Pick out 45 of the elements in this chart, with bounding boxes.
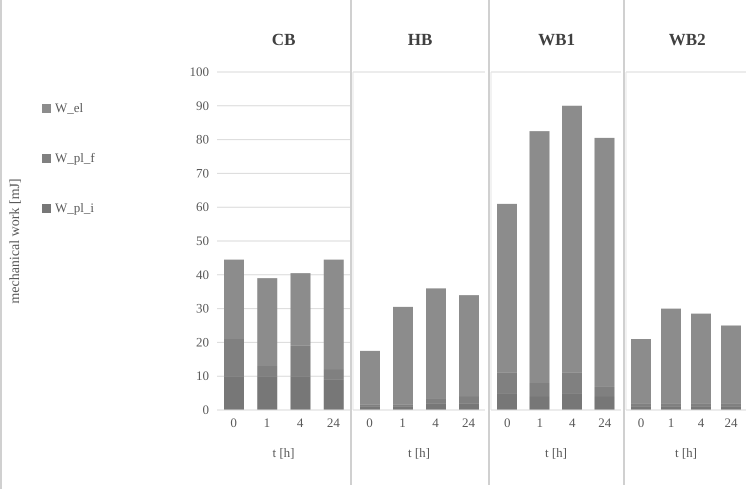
x-axis-title: t [h]	[272, 445, 295, 460]
x-tick-label: 0	[230, 415, 237, 430]
x-tick-label: 0	[366, 415, 373, 430]
bar	[661, 308, 682, 404]
bar	[721, 326, 742, 404]
bar	[360, 350, 380, 405]
y-tick-label: 90	[196, 98, 209, 113]
y-tick-label: 50	[196, 233, 209, 248]
x-tick-label: 0	[504, 415, 510, 430]
bar	[631, 339, 652, 404]
y-tick-label: 80	[196, 132, 209, 147]
x-tick-label: 1	[536, 415, 543, 430]
x-tick-label: 24	[326, 415, 340, 430]
y-tick-label: 30	[196, 300, 209, 316]
x-tick-label: 4	[568, 415, 576, 430]
legend-label: W_pl_i	[55, 200, 94, 216]
x-tick-label: 1	[264, 415, 270, 430]
y-tick-label: 60	[196, 199, 209, 214]
y-tick-label: 0	[202, 402, 209, 417]
y-tick-label: 40	[196, 266, 209, 282]
y-tick-label: 70	[196, 165, 209, 180]
chart-title: CB	[270, 30, 296, 50]
legend-label: W_el	[55, 100, 84, 116]
x-axis-title: t [h]	[675, 445, 698, 460]
x-tick-label: 0	[638, 415, 645, 430]
chart-title: WB1	[537, 30, 576, 50]
x-axis-title: t [h]	[408, 445, 430, 460]
legend-label: W_pl_f	[55, 150, 95, 166]
bar	[691, 314, 712, 404]
y-tick-label: 100	[190, 64, 209, 79]
x-tick-label: 1	[668, 415, 675, 430]
y-tick-label: 10	[196, 368, 209, 384]
x-tick-label: 24	[598, 415, 612, 430]
chart-title: HB	[406, 30, 434, 50]
bar	[393, 306, 414, 405]
x-tick-label: 4	[698, 415, 706, 430]
chart-title: WB2	[668, 30, 707, 50]
y-axis-title: mechanical work [mJ]	[8, 178, 23, 304]
x-tick-label: 4	[432, 415, 440, 430]
x-tick-label: 24	[724, 415, 738, 430]
x-tick-label: 24	[462, 415, 476, 430]
x-tick-label: 1	[399, 415, 406, 430]
y-tick-label: 20	[196, 334, 209, 350]
x-tick-label: 4	[296, 415, 304, 430]
x-axis-title: t [h]	[544, 445, 567, 460]
